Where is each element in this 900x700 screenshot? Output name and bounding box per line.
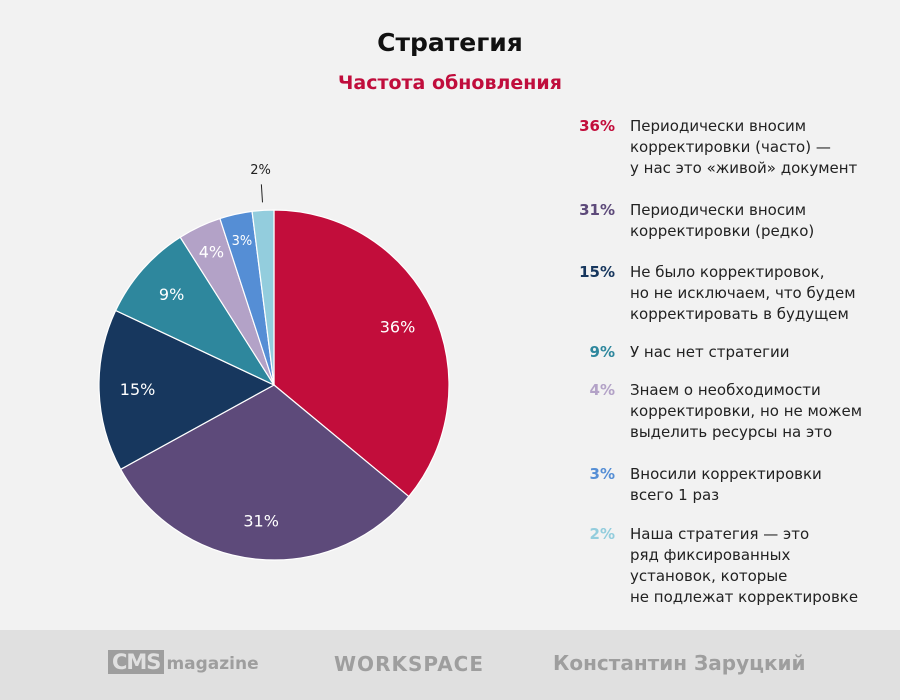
- legend-text-3: У нас нет стратегии: [630, 343, 790, 361]
- legend-item-4: 4% Знаем о необходимости корректировки, н…: [560, 380, 890, 443]
- pie-label-2: 15%: [120, 380, 156, 399]
- chart-title: Стратегия: [377, 28, 523, 57]
- author-name: Константин Заруцкий: [553, 651, 806, 675]
- footer: CMS magazine WORKSPACE Константин Заруцк…: [0, 630, 900, 700]
- pie-label-4: 4%: [199, 242, 224, 261]
- pie-label-0: 36%: [380, 317, 416, 336]
- legend-text-0: Периодически вносим корректировки (часто…: [630, 117, 858, 177]
- legend-percent-2: 15%: [579, 263, 615, 281]
- legend-item-0: 36% Периодически вносим корректировки (ча…: [560, 116, 890, 179]
- legend-percent-1: 31%: [579, 201, 615, 219]
- legend-item-2: 15% Не было корректировок, но не исключае…: [560, 262, 890, 325]
- legend-text-4: Знаем о необходимости корректировки, но …: [630, 381, 863, 441]
- pie-label-1: 31%: [243, 511, 279, 530]
- pie-slice-3: [114, 236, 276, 387]
- legend-item-3: 9% У нас нет стратегии: [560, 342, 890, 363]
- chart-subtitle: Частота обновления: [338, 72, 562, 94]
- pie-label-3: 9%: [159, 285, 184, 304]
- pie-slice-1: [119, 384, 410, 561]
- legend-text-6: Наша стратегия — это ряд фиксированных у…: [630, 525, 859, 606]
- legend-item-6: 2% Наша стратегия — это ряд фиксированных…: [560, 524, 890, 608]
- pie-label-5: 3%: [232, 234, 253, 249]
- legend-percent-3: 9%: [589, 343, 615, 361]
- pie-slice-0: [273, 209, 450, 498]
- workspace-logo: WORKSPACE: [334, 652, 485, 676]
- cms-logo-box: CMS: [108, 650, 165, 674]
- legend-percent-0: 36%: [579, 117, 615, 135]
- pie-chart: 36% 31% 15% 9% 4% 3% 2%: [98, 163, 450, 561]
- pie-label-6: 2%: [250, 163, 271, 178]
- pie-slice-6: [251, 209, 275, 386]
- pie-leader-line-6: [260, 184, 264, 203]
- legend-text-2: Не было корректировок, но не исключаем, …: [630, 263, 856, 323]
- cms-logo-word: magazine: [166, 654, 259, 674]
- cms-magazine-logo: CMS magazine: [108, 650, 259, 674]
- legend-item-5: 3% Вносили корректировки всего 1 раз: [560, 464, 890, 506]
- legend-text-5: Вносили корректировки всего 1 раз: [630, 465, 822, 504]
- pie-slice-2: [98, 309, 276, 471]
- legend-percent-4: 4%: [589, 381, 615, 399]
- legend-text-1: Периодически вносим корректировки (редко…: [630, 201, 815, 240]
- legend-percent-6: 2%: [589, 525, 615, 543]
- legend-percent-5: 3%: [589, 465, 615, 483]
- legend-item-1: 31% Периодически вносим корректировки (ре…: [560, 200, 890, 242]
